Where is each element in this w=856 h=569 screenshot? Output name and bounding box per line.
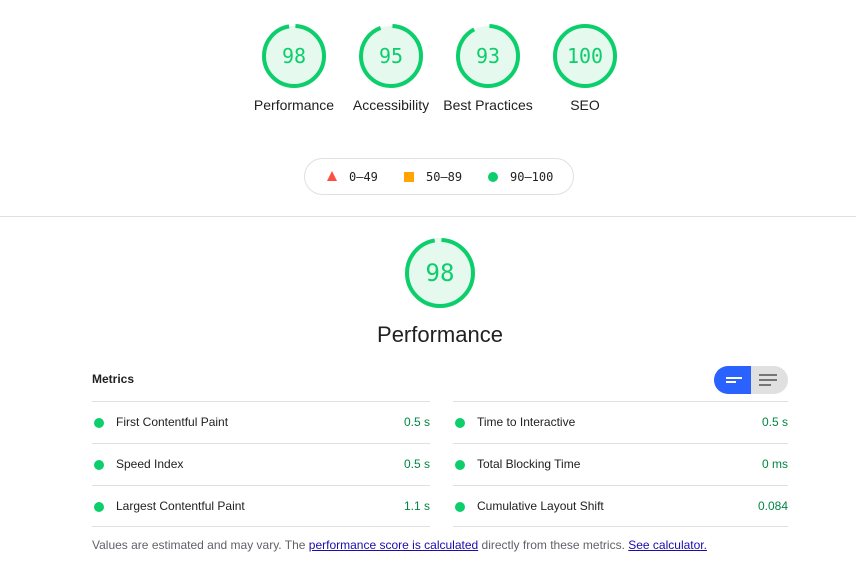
gauge-score: 98 [282,44,306,68]
gauge-best-practices[interactable]: 93 Best Practices [440,23,536,115]
gauge-label: Accessibility [352,97,430,113]
performance-gauge-large: 98 [405,238,475,308]
legend-pass: 90–100 [510,170,554,184]
score-ring: 98 [262,24,326,88]
metric-name: Cumulative Layout Shift [477,499,604,513]
metric-row: First Contentful Paint 0.5 s [92,401,430,443]
metrics-heading: Metrics [92,372,135,386]
metric-value: 1.1 s [403,499,430,513]
score-ring: 93 [456,24,520,88]
gauge-label: Best Practices [443,97,533,113]
gauge-accessibility[interactable]: 95 Accessibility [343,23,439,115]
compact-view-button[interactable] [714,366,751,394]
pass-dot-icon [455,460,465,470]
see-calculator-link[interactable]: See calculator. [628,538,707,552]
expanded-view-button[interactable] [751,366,788,394]
gauge-seo[interactable]: 100 SEO [537,23,633,115]
metric-value: 0.5 s [403,457,430,471]
score-ring: 100 [553,24,617,88]
pass-dot-icon [94,418,104,428]
metric-row: Cumulative Layout Shift 0.084 [453,485,788,527]
score-calculated-link[interactable]: performance score is calculated [308,538,479,552]
gauge-performance[interactable]: 98 Performance [246,23,342,115]
gauge-score: 93 [476,44,500,68]
metric-name: Speed Index [116,457,184,471]
metric-name: Time to Interactive [477,415,576,429]
metric-value: 0.5 s [761,415,788,429]
metrics-footnote: Values are estimated and may vary. The p… [92,538,707,552]
pass-dot-icon [94,502,104,512]
legend-average: 50–89 [426,170,463,184]
gauge-label: Performance [253,97,335,113]
triangle-fail-icon [327,171,337,181]
performance-score: 98 [426,259,455,287]
metric-value: 0.084 [757,499,788,513]
score-ring: 95 [359,24,423,88]
page-title: Performance [377,322,503,347]
metric-name: Largest Contentful Paint [116,499,245,513]
metric-row: Speed Index 0.5 s [92,443,430,485]
score-legend: 0–49 50–89 90–100 [304,158,574,195]
metric-value: 0 ms [761,457,788,471]
metric-row: Total Blocking Time 0 ms [453,443,788,485]
metric-name: Total Blocking Time [477,457,581,471]
gauge-score: 95 [379,44,403,68]
square-average-icon [404,172,414,182]
circle-pass-icon [488,172,498,182]
gauge-label: SEO [570,97,600,113]
metric-row: Time to Interactive 0.5 s [453,401,788,443]
gauge-score: 100 [567,44,603,68]
legend-fail: 0–49 [349,170,378,184]
metrics-view-toggle[interactable] [714,366,788,394]
pass-dot-icon [455,418,465,428]
metric-row: Largest Contentful Paint 1.1 s [92,485,430,527]
pass-dot-icon [455,502,465,512]
metric-value: 0.5 s [403,415,430,429]
metric-name: First Contentful Paint [116,415,229,429]
divider [0,216,856,217]
pass-dot-icon [94,460,104,470]
